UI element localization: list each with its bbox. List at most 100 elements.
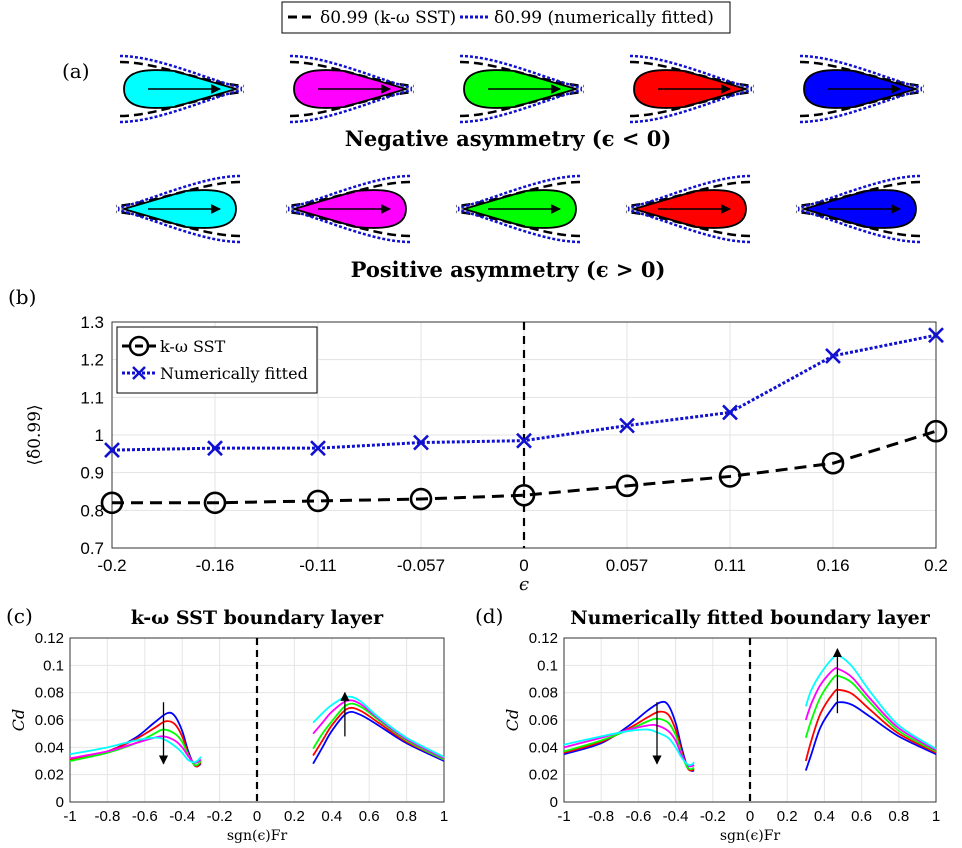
sst-boundary-upper-pos-2 xyxy=(455,180,581,208)
chart-b-series-1-point xyxy=(207,440,223,457)
x-marker-stroke xyxy=(722,404,738,421)
sst-boundary-lower-pos-3 xyxy=(625,210,751,238)
chart-b-series-0-point xyxy=(306,489,330,513)
sst-boundary-lower-pos-0 xyxy=(115,210,241,238)
sst-boundary-upper-pos-4 xyxy=(795,180,921,208)
chart-b-legend: k-ω SST Numerically fitted xyxy=(116,326,318,394)
chart-d-title: Numerically fitted boundary layer xyxy=(570,607,930,629)
chart-c-ytick: 0.04 xyxy=(35,739,64,756)
chart-d-xtick: -0.4 xyxy=(663,808,689,825)
top-legend: δ0.99 (k-ω SST) δ0.99 (numerically fitte… xyxy=(281,1,731,34)
sst-boundary-lower-neg-1 xyxy=(289,90,415,118)
chart-d-series-2-right xyxy=(804,674,937,753)
sst-boundary-lower-pos-4 xyxy=(795,210,921,238)
chart-d-xtick: -0.6 xyxy=(625,808,651,825)
chart-c-xtick: -1 xyxy=(63,808,76,825)
chart-b-series-1-point xyxy=(413,434,429,451)
sst-boundary-lower-neg-4 xyxy=(799,90,925,118)
chart-d-series-4-left xyxy=(563,728,695,767)
chart-b-series-0-line xyxy=(112,429,937,505)
chart-b-xtick: 0.057 xyxy=(606,556,649,575)
chart-b-series-1-point xyxy=(104,442,120,458)
chart-b: -0.2 -0.16 -0.11 -0.057 0 0.057 0.11 0.16 0.2 0.7… xyxy=(25,313,948,595)
panel-c-label: (c) xyxy=(6,604,33,628)
chart-b-ytick: 1.3 xyxy=(80,313,104,332)
chart-c-ytick: 0.02 xyxy=(35,767,64,784)
chart-b-series-1-point xyxy=(619,417,635,434)
chart-d-ytick: 0 xyxy=(550,794,558,811)
top-legend-fitted-label: δ0.99 (numerically fitted) xyxy=(494,8,714,28)
chart-b-legend-fitted-marker xyxy=(132,366,146,380)
chart-d-series-0-right xyxy=(804,701,937,771)
chart-d-xtick: 0.2 xyxy=(777,808,798,825)
x-marker-stroke xyxy=(104,442,120,458)
x-marker-stroke xyxy=(310,440,326,457)
chart-b-legend-sst-label: k-ω SST xyxy=(160,337,226,356)
top-legend-box xyxy=(281,1,731,34)
sst-boundary-upper-pos-1 xyxy=(285,180,411,208)
x-marker-stroke xyxy=(825,347,841,364)
chart-c-ylabel: Cd xyxy=(9,709,28,731)
chart-b-ytick: 1.1 xyxy=(80,388,104,407)
chart-c-ytick: 0.08 xyxy=(35,685,64,702)
sst-boundary-upper-neg-0 xyxy=(119,60,245,88)
chart-b-legend-box xyxy=(116,326,318,394)
chart-d: -1 -0.8 -0.6 -0.4 -0.2 0 0.2 0.4 0.6 0.8 1 0 0.02 0.0… xyxy=(503,607,940,844)
chart-b-series-1-point xyxy=(825,347,841,364)
chart-d-ytick: 0.08 xyxy=(529,685,558,702)
chart-d-series-3-right xyxy=(804,667,937,751)
chart-b-series-0-point xyxy=(924,419,948,443)
chart-c-series-0-right xyxy=(312,710,445,765)
panel-b-label: (b) xyxy=(8,285,36,309)
chart-b-series-1-point xyxy=(722,404,738,421)
chart-b-xtick: -0.16 xyxy=(196,556,235,575)
sst-boundary-upper-neg-3 xyxy=(629,60,755,88)
chart-b-series-0-point xyxy=(615,474,639,498)
chart-c-series-2-right xyxy=(312,702,445,761)
sst-boundary-upper-pos-3 xyxy=(625,180,751,208)
chart-d-ytick: 0.1 xyxy=(537,657,558,674)
sst-boundary-lower-neg-0 xyxy=(119,90,245,118)
chart-b-ylabel: ⟨δ̂0.99⟩ xyxy=(25,404,45,465)
chart-d-series-1-right xyxy=(804,688,937,762)
chart-c-series-4-left xyxy=(69,736,202,764)
sst-boundary-upper-neg-2 xyxy=(459,60,585,88)
chart-c-xlabel: sgn(ϵ)Fr xyxy=(227,828,288,844)
chart-b-xtick: -0.11 xyxy=(299,556,337,575)
x-marker-stroke xyxy=(516,432,532,449)
chart-b-series-1-point xyxy=(310,440,326,457)
top-legend-sst-label: δ0.99 (k-ω SST) xyxy=(320,8,456,28)
chart-b-ytick: 0.9 xyxy=(80,464,104,483)
x-marker-stroke xyxy=(413,434,429,451)
panel-a-label: (a) xyxy=(62,59,90,83)
chart-c-xtick: -0.6 xyxy=(132,808,158,825)
chart-b-xtick: -0.2 xyxy=(97,556,126,575)
chart-b-series-1-point xyxy=(516,432,532,449)
chart-b-ytick: 0.8 xyxy=(80,501,104,520)
chart-b-ytick: 1.2 xyxy=(80,351,104,370)
chart-c-xtick: 0 xyxy=(253,808,261,825)
chart-c-xtick: 0.8 xyxy=(396,808,417,825)
chart-c-xtick: 0.6 xyxy=(359,808,380,825)
sst-boundary-upper-pos-0 xyxy=(115,180,241,208)
positive-asymmetry-title: Positive asymmetry (ϵ > 0) xyxy=(351,257,666,282)
chart-b-ytick: 0.7 xyxy=(80,539,104,558)
chart-c: -1 -0.8 -0.6 -0.4 -0.2 0 0.2 0.4 0.6 0.8 1 0 0.02 0.0… xyxy=(9,607,448,844)
chart-c-xtick: 0.2 xyxy=(284,808,305,825)
chart-b-series-0-point xyxy=(203,491,227,515)
chart-c-ytick: 0.12 xyxy=(35,630,64,647)
chart-c-series-4-right xyxy=(312,695,445,758)
chart-d-xtick: -0.2 xyxy=(700,808,726,825)
chart-b-legend-fitted-label: Numerically fitted xyxy=(160,364,308,383)
chart-b-xlabel: ϵ xyxy=(519,574,529,595)
chart-c-xtick: -0.4 xyxy=(169,808,195,825)
chart-b-series-0-point xyxy=(821,451,845,475)
chart-d-xtick: 0.8 xyxy=(888,808,909,825)
chart-b-series-0-point xyxy=(409,487,433,511)
chart-d-xtick: 0 xyxy=(746,808,754,825)
chart-c-series-1-right xyxy=(312,706,445,761)
chart-b-xtick: 0 xyxy=(519,556,528,575)
chart-c-ytick: 0.1 xyxy=(43,657,64,674)
chart-c-xtick: -0.8 xyxy=(94,808,120,825)
